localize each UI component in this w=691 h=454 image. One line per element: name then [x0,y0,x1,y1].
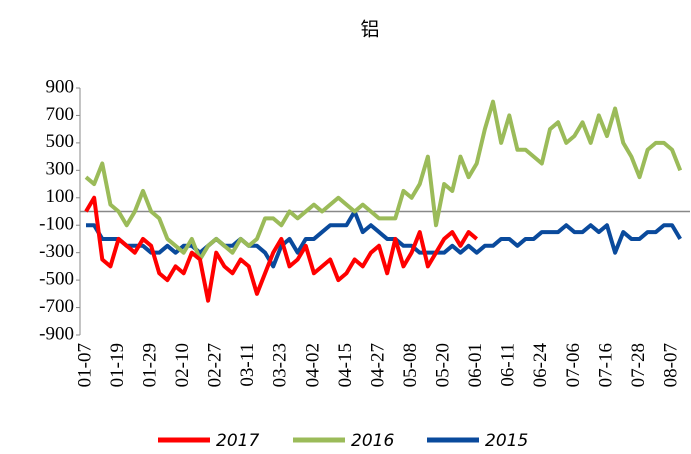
y-tick-label: -500 [39,268,74,289]
y-tick-label: 900 [46,76,75,97]
x-tick-label: 04-15 [335,343,356,387]
series-line [84,99,683,262]
series-line [84,195,479,303]
x-tick-label: 04-02 [302,343,323,387]
x-tick-label: 05-08 [400,343,421,387]
x-tick-label: 07-16 [595,343,616,387]
x-tick-label: 07-06 [563,343,584,387]
legend-label: 2016 [351,431,394,451]
x-tick-label: 07-28 [628,343,649,387]
x-tick-label: 06-01 [465,343,486,387]
x-tick-label: 08-07 [660,343,681,387]
x-tick-label: 02-10 [172,343,193,387]
y-tick-label: -100 [39,214,74,235]
x-tick-label: 06-11 [498,343,519,387]
chart-title: 铝 [360,19,379,41]
x-tick-label: 06-24 [530,343,551,388]
legend-label: 2015 [485,431,528,451]
x-tick-label: 05-20 [433,343,454,387]
x-tick-label: 01-29 [139,343,160,387]
x-tick-label: 01-19 [107,343,128,387]
y-tick-label: 500 [46,131,75,152]
x-tick-label: 04-27 [367,343,388,387]
series-line [86,209,682,269]
x-tick-label: 01-07 [74,343,95,387]
x-tick-label: 02-27 [205,343,226,387]
y-tick-label: 300 [46,159,75,180]
y-tick-label: -300 [39,241,74,262]
y-tick-label: -900 [39,323,74,344]
x-tick-label: 03-23 [270,343,291,387]
y-tick-label: 100 [46,186,75,207]
y-tick-label: -700 [39,296,74,317]
x-tick-label: 03-11 [237,343,258,387]
y-tick-label: 700 [46,104,75,125]
legend-label: 2017 [216,431,259,451]
